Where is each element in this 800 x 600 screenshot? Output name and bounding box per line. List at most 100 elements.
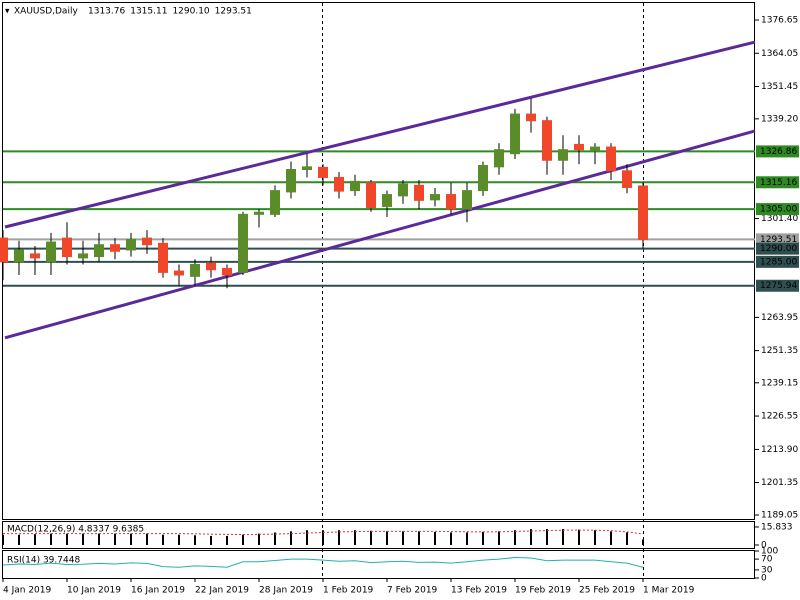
price-label: 1290.00 [760, 244, 797, 254]
rsi-panel [2, 550, 755, 579]
price-label: 1315.16 [760, 178, 797, 188]
y-tick-label: 0 [761, 574, 767, 584]
candle-body [238, 213, 248, 273]
candle-body [638, 185, 648, 240]
y-tick-label: 1376.65 [761, 16, 798, 26]
candle-body [222, 267, 232, 276]
candle-body [622, 170, 632, 188]
header-value: 1315.11 [130, 7, 167, 17]
candle-body [510, 113, 520, 155]
price-label: 1305.00 [760, 205, 797, 215]
candle-body [110, 244, 120, 252]
x-tick-label: 1 Mar 2019 [643, 586, 695, 596]
price-label: 1285.00 [760, 257, 797, 267]
candle-body [14, 249, 24, 263]
y-tick-label: 1213.90 [761, 445, 798, 455]
candle-body [78, 253, 88, 259]
candle-body [494, 149, 504, 168]
x-tick-label: 10 Jan 2019 [67, 586, 121, 596]
x-tick-label: 7 Feb 2019 [387, 586, 438, 596]
header-value: 1290.10 [172, 7, 209, 17]
y-tick-label: 1351.45 [761, 82, 798, 92]
x-tick-label: 16 Jan 2019 [131, 586, 185, 596]
candle-body [382, 194, 392, 207]
indicator-title: MACD(12,26,9) 4.8337 9.6385 [7, 525, 144, 535]
x-tick-label: 1 Feb 2019 [323, 586, 374, 596]
symbol-icon: ▾ [5, 7, 10, 17]
candle-body [254, 211, 264, 215]
candle-body [270, 190, 280, 215]
candle-body [126, 238, 136, 251]
y-tick-label: 70 [761, 555, 773, 565]
price-label-box [756, 233, 799, 246]
candle-body [414, 184, 424, 201]
x-tick-label: 19 Feb 2019 [515, 586, 571, 596]
price-label-box [756, 203, 799, 216]
y-tick-label: 1189.05 [761, 510, 798, 520]
candle-body [334, 176, 344, 192]
candle-body [478, 165, 488, 192]
price-label-box [756, 242, 799, 255]
y-tick-label: 1339.20 [761, 114, 798, 124]
trend-line [4, 40, 756, 229]
header-value: 1293.51 [215, 7, 252, 17]
candle-body [606, 146, 616, 172]
candle-body [462, 190, 472, 210]
candle-body [30, 253, 40, 259]
y-tick-label: 1263.95 [761, 313, 798, 323]
indicator-title: RSI(14) 39.7448 [7, 556, 80, 566]
y-tick-label: 30 [761, 565, 773, 575]
candle-body [206, 262, 216, 271]
x-tick-label: 13 Feb 2019 [451, 586, 507, 596]
candle-body [94, 244, 104, 258]
chart-title: XAUUSD,Daily [14, 7, 78, 17]
price-label: 1275.94 [760, 281, 797, 291]
trend-line [4, 129, 756, 340]
candle-body [190, 263, 200, 277]
candle-body [0, 237, 8, 263]
candle-body [558, 149, 568, 161]
candle-body [590, 146, 600, 152]
candle-body [398, 183, 408, 197]
price-label-box [756, 145, 799, 158]
candle-body [142, 237, 152, 246]
signal-line [3, 529, 644, 536]
y-tick-label: 1226.55 [761, 412, 798, 422]
candle-body [174, 270, 184, 276]
y-tick-label: 0 [761, 540, 767, 550]
x-tick-label: 22 Jan 2019 [195, 586, 249, 596]
candle-body [302, 166, 312, 170]
header-value: 1313.76 [88, 7, 125, 17]
y-tick-label: 1364.05 [761, 49, 798, 59]
candle-body [526, 113, 536, 122]
price-label: 1293.51 [760, 235, 797, 245]
candle-body [430, 194, 440, 201]
y-tick-label: 1239.15 [761, 378, 798, 388]
rsi-line [2, 556, 644, 568]
price-label-box [756, 176, 799, 189]
y-tick-label: 1251.35 [761, 346, 798, 356]
candle-body [286, 168, 296, 193]
x-tick-label: 4 Jan 2019 [3, 586, 51, 596]
candle-body [62, 237, 72, 258]
candle-body [446, 194, 456, 210]
y-tick-label: 1301.40 [761, 214, 798, 224]
y-tick-label: 100 [761, 547, 778, 557]
x-tick-label: 25 Feb 2019 [579, 586, 635, 596]
price-label-box [756, 279, 799, 292]
candle-body [158, 242, 168, 273]
y-tick-label: 1201.35 [761, 478, 798, 488]
price-label-box [756, 255, 799, 268]
candle-body [366, 182, 376, 209]
y-tick-label: 15.833 [761, 522, 793, 532]
price-label: 1326.86 [760, 147, 797, 157]
x-tick-label: 28 Jan 2019 [259, 586, 313, 596]
candle-body [46, 241, 56, 263]
candle-body [350, 180, 360, 192]
candle-body [318, 166, 328, 178]
candle-body [542, 120, 552, 161]
candle-body [574, 143, 584, 151]
